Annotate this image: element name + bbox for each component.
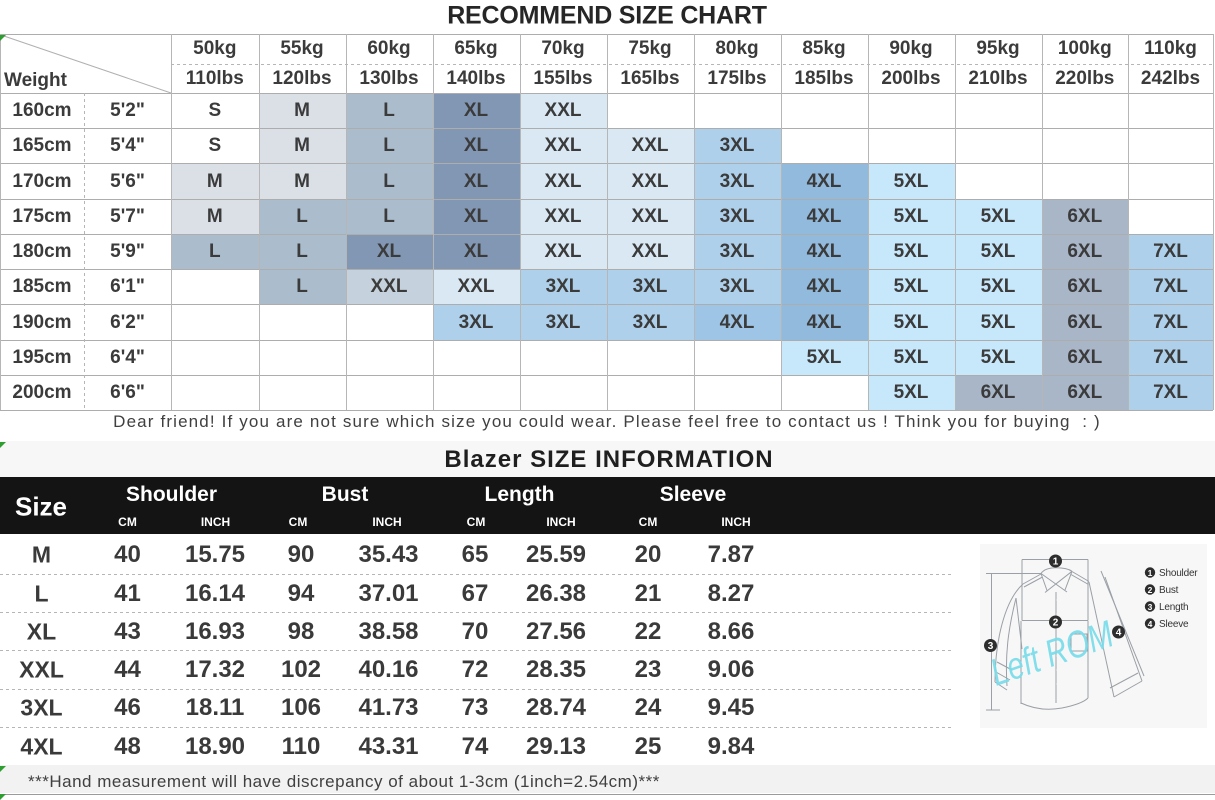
svg-text:3: 3 (1148, 602, 1153, 612)
svg-text:2: 2 (1148, 585, 1153, 595)
svg-text:2: 2 (1053, 618, 1059, 629)
svg-text:Bust: Bust (1159, 585, 1179, 596)
svg-text:Length: Length (1159, 602, 1188, 613)
svg-text:Sleeve: Sleeve (1159, 619, 1189, 630)
svg-text:3: 3 (988, 641, 994, 652)
svg-text:1: 1 (1053, 557, 1059, 568)
svg-text:Shoulder: Shoulder (1159, 568, 1198, 579)
svg-text:4: 4 (1116, 628, 1122, 639)
svg-text:4: 4 (1148, 619, 1153, 629)
svg-text:1: 1 (1148, 568, 1153, 578)
